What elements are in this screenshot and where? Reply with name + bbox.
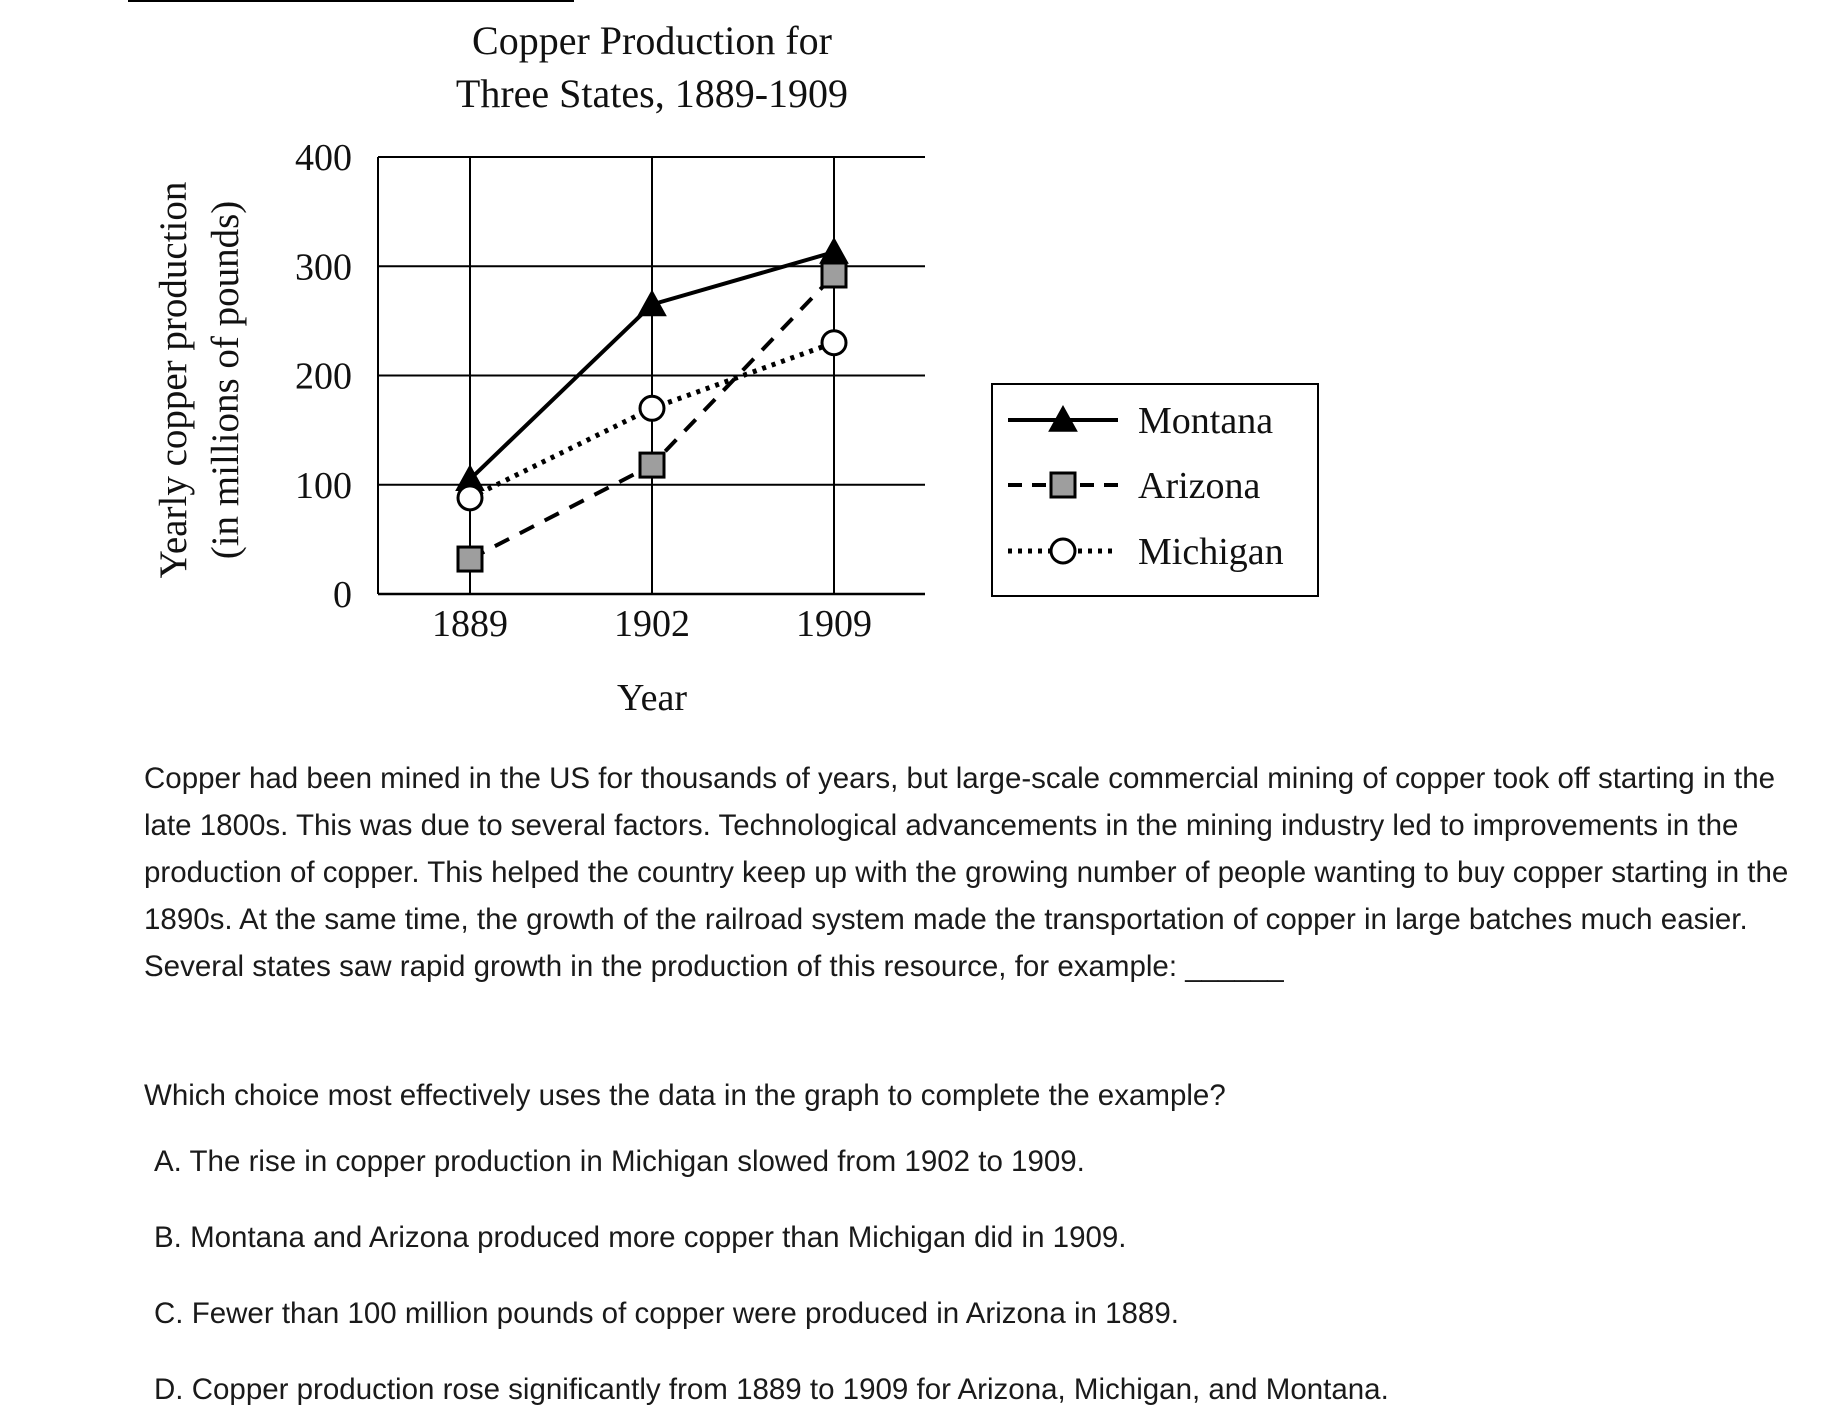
point-montana-1909 [819,237,849,264]
point-arizona-1902 [638,451,666,479]
passage-text: Copper had been mined in the US for thou… [144,762,1789,983]
y-axis-label-line-1: Yearly copper production [152,182,195,579]
y-axis-label-line-2: (in millions of pounds) [204,201,247,560]
y-tick-label-200: 200 [295,356,352,398]
x-axis-label: Year [617,677,687,719]
legend-label-michigan: Michigan [1138,531,1284,573]
point-arizona-1909 [820,261,848,289]
y-tick-label-100: 100 [295,465,352,507]
copper-production-chart: Copper Production for Three States, 1889-… [152,18,1319,719]
chart-title-line-1: Copper Production for [472,18,832,63]
point-arizona-1889 [456,545,484,573]
legend-label-arizona: Arizona [1138,465,1261,507]
point-michigan-1909 [820,329,848,357]
legend-marker-montana [1048,404,1078,432]
x-tick-label-1889: 1889 [432,603,508,645]
legend-label-montana: Montana [1138,400,1273,442]
question-prompt: Which choice most effectively uses the d… [144,1079,1226,1112]
legend-marker-michigan [1049,537,1077,565]
y-tick-label-0: 0 [333,574,352,616]
y-tick-label-300: 300 [295,246,352,288]
choice-d[interactable]: D. Copper production rose significantly … [154,1373,1389,1406]
point-michigan-1889 [456,484,484,512]
choice-b[interactable]: B. Montana and Arizona produced more cop… [154,1221,1127,1254]
x-tick-label-1902: 1902 [614,603,690,645]
choice-c[interactable]: C. Fewer than 100 million pounds of copp… [154,1297,1179,1330]
point-montana-1902 [637,289,667,317]
x-tick-label-1909: 1909 [796,603,872,645]
choice-a[interactable]: A. The rise in copper production in Mich… [154,1145,1085,1178]
y-tick-label-400: 400 [295,137,352,179]
top-rule [128,0,574,2]
legend-marker-arizona [1049,471,1077,499]
point-michigan-1902 [638,394,666,422]
chart-title-line-2: Three States, 1889-1909 [456,71,848,116]
